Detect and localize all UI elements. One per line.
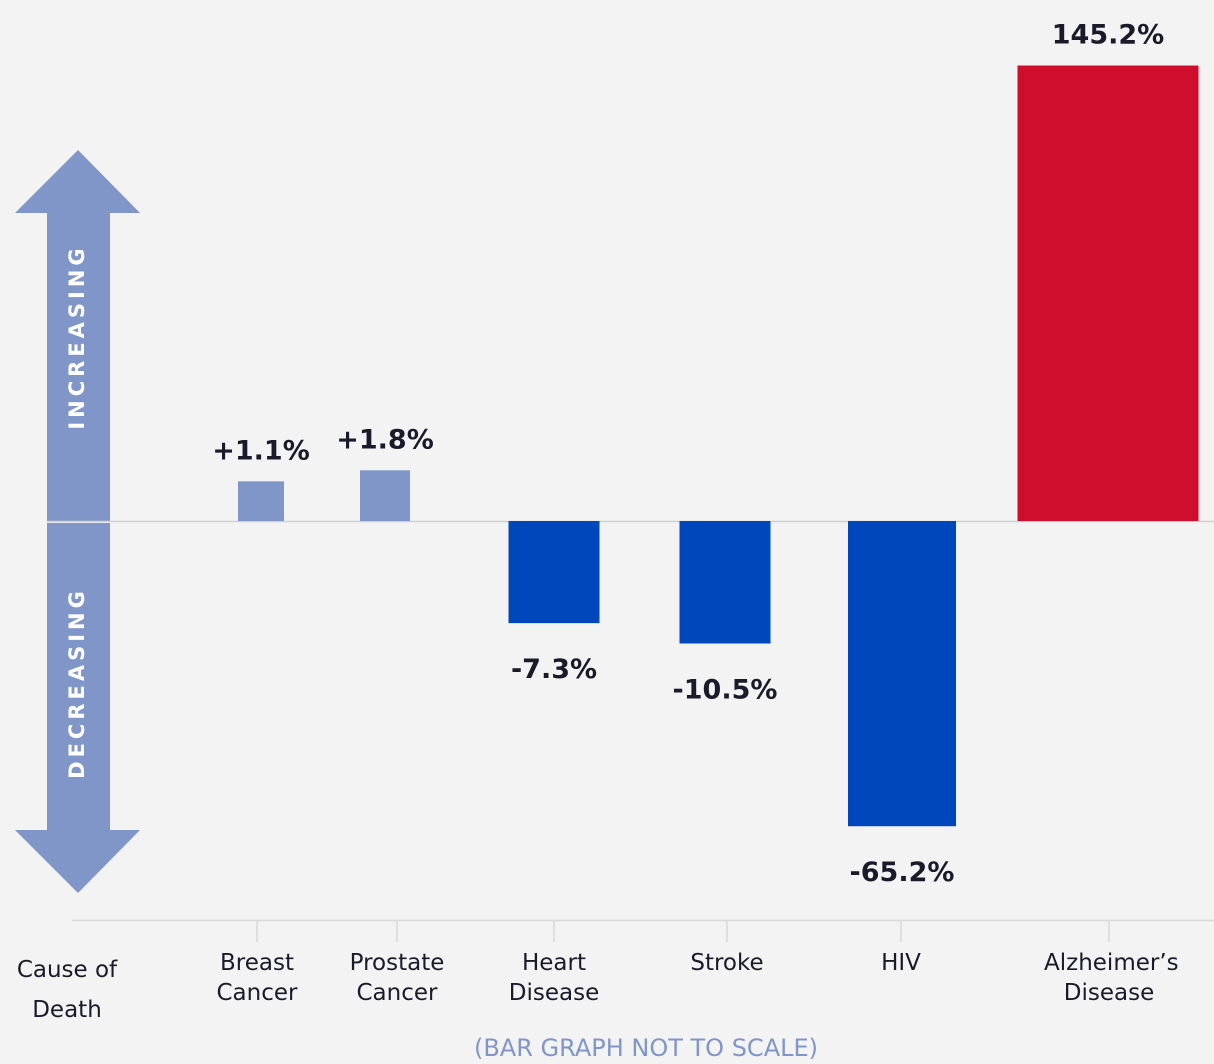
x-tick-label: HIV	[881, 950, 921, 976]
value-label: 145.2%	[1052, 20, 1164, 51]
x-tick-label: Prostate Cancer	[349, 950, 445, 1006]
down-label: DECREASING	[65, 587, 89, 779]
x-tick-label: Breast Cancer	[216, 950, 298, 1006]
bar	[238, 481, 284, 521]
bar	[508, 521, 600, 624]
down-arrow	[15, 523, 140, 893]
value-label: -7.3%	[511, 654, 597, 685]
value-label: -65.2%	[850, 857, 955, 888]
value-label: -10.5%	[673, 674, 778, 705]
up-arrow	[15, 150, 140, 521]
x-axis-label: Cause of Death	[16, 957, 118, 1023]
note: (BAR GRAPH NOT TO SCALE)	[473, 1034, 819, 1062]
bar	[848, 521, 956, 827]
x-tick-label: Alzheimer’s Disease	[1044, 950, 1179, 1006]
bar	[679, 521, 771, 644]
value-label: +1.8%	[336, 424, 434, 455]
x-tick-label: Stroke	[690, 950, 764, 976]
up-label: INCREASING	[65, 244, 89, 429]
x-tick-label: Heart Disease	[508, 950, 600, 1006]
bar	[360, 470, 410, 521]
value-label: +1.1%	[212, 435, 310, 466]
bar	[1017, 65, 1199, 522]
